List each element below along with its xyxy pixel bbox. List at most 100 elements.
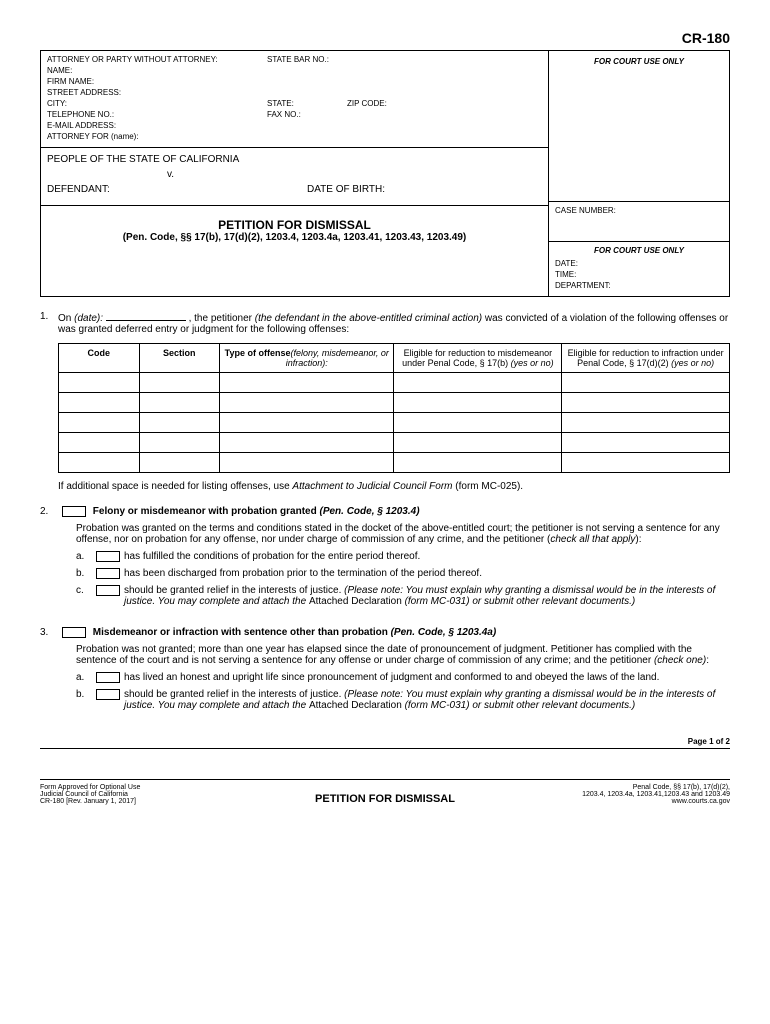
item-3-body-text: Probation was not granted; more than one… [76, 644, 730, 666]
item-2b: b. has been discharged from probation pr… [76, 568, 730, 579]
title-sub: (Pen. Code, §§ 17(b), 17(d)(2), 1203.4, … [47, 232, 542, 243]
footer: Form Approved for Optional Use Judicial … [40, 779, 730, 805]
form-number: CR-180 [40, 30, 730, 46]
item-3b-italic2: (form MC-031) or submit other relevant d… [405, 700, 636, 711]
th-code: Code [59, 344, 140, 373]
zip-label: ZIP CODE: [347, 99, 387, 108]
item-2: 2. Felony or misdemeanor with probation … [40, 506, 730, 613]
item-2-body-end: ): [635, 534, 641, 545]
item-2-title-italic: (Pen. Code, § 1203.4) [319, 506, 419, 517]
court-use-1: FOR COURT USE ONLY [549, 51, 729, 201]
table-row[interactable] [59, 433, 730, 453]
footer-left-2: Judicial Council of California [40, 791, 220, 798]
case-number-label: CASE NUMBER: [555, 206, 616, 215]
item-1: 1. On (date): , the petitioner (the defe… [40, 311, 730, 492]
date-label: DATE: [555, 259, 723, 268]
item-3: 3. Misdemeanor or infraction with senten… [40, 627, 730, 717]
state-bar-label: STATE BAR NO.: [267, 55, 329, 64]
th-misd-italic: (yes or no) [511, 358, 554, 368]
dept-label: DEPARTMENT: [555, 281, 723, 290]
court-use-2-heading: FOR COURT USE ONLY [555, 246, 723, 255]
th-type-italic: (felony, misdemeanor, or infraction): [286, 348, 389, 368]
city-label: CITY: [47, 99, 267, 108]
email-label: E-MAIL ADDRESS: [47, 121, 116, 130]
item-2a: a. has fulfilled the conditions of proba… [76, 551, 730, 562]
item-2a-text: has fulfilled the conditions of probatio… [124, 551, 730, 562]
item-2b-letter: b. [76, 568, 92, 579]
checkbox-2b[interactable] [96, 568, 120, 579]
footer-right-2: 1203.4, 1203.4a, 1203.41,1203.43 and 120… [550, 791, 730, 798]
item-3a-letter: a. [76, 672, 92, 683]
item-1-pet-italic: (the defendant in the above-entitled cri… [255, 313, 482, 324]
note-italic: Attachment to Judicial Council Form [292, 481, 452, 492]
attorney-for-label: ATTORNEY FOR (name): [47, 132, 139, 141]
item-1-date-italic: (date): [74, 313, 103, 324]
street-label: STREET ADDRESS: [47, 88, 121, 97]
table-row[interactable] [59, 393, 730, 413]
item-1-body: On (date): , the petitioner (the defenda… [58, 311, 730, 492]
body-content: 1. On (date): , the petitioner (the defe… [40, 311, 730, 717]
item-2c-italic2: (form MC-031) or submit other relevant d… [405, 596, 636, 607]
vs: v. [167, 169, 542, 180]
offenses-table: Code Section Type of offense(felony, mis… [58, 343, 730, 473]
firm-label: FIRM NAME: [47, 77, 94, 86]
checkbox-3a[interactable] [96, 672, 120, 683]
item-3a-text: has lived an honest and upright life sin… [124, 672, 730, 683]
th-infr: Eligible for reduction to infraction und… [562, 344, 730, 373]
item-2a-letter: a. [76, 551, 92, 562]
item-3b-body: should be granted relief in the interest… [124, 689, 730, 711]
checkbox-3[interactable] [62, 627, 86, 638]
item-3b: b. should be granted relief in the inter… [76, 689, 730, 711]
item-1-note: If additional space is needed for listin… [58, 481, 730, 492]
checkbox-2c[interactable] [96, 585, 120, 596]
checkbox-2a[interactable] [96, 551, 120, 562]
footer-left-3: CR-180 [Rev. January 1, 2017] [40, 798, 220, 805]
th-section: Section [139, 344, 220, 373]
item-3b-letter: b. [76, 689, 92, 711]
fax-label: FAX NO.: [267, 110, 301, 119]
case-number-box: CASE NUMBER: [549, 201, 729, 241]
footer-right: Penal Code, §§ 17(b), 17(d)(2), 1203.4, … [550, 784, 730, 805]
item-2c-body: should be granted relief in the interest… [124, 585, 730, 607]
tel-label: TELEPHONE NO.: [47, 110, 267, 119]
note-text: If additional space is needed for listin… [58, 481, 292, 492]
name-label: NAME: [47, 66, 72, 75]
note-end: (form MC-025). [455, 481, 523, 492]
footer-right-3: www.courts.ca.gov [550, 798, 730, 805]
defendant-label: DEFENDANT: [47, 184, 307, 195]
item-2c: c. should be granted relief in the inter… [76, 585, 730, 607]
item-2-body-italic: check all that apply [550, 534, 635, 545]
item-3-body-italic: (check one) [654, 655, 706, 666]
title-main: PETITION FOR DISMISSAL [47, 218, 542, 232]
item-3-title: Misdemeanor or infraction with sentence … [93, 627, 391, 638]
item-2c-plain: Attached Declaration [309, 596, 405, 607]
item-1-num: 1. [40, 311, 58, 492]
item-3-body-end: : [706, 655, 709, 666]
item-2-title: Felony or misdemeanor with probation gra… [93, 506, 320, 517]
item-1-mid: , the petitioner [189, 313, 255, 324]
checkbox-2[interactable] [62, 506, 86, 517]
item-2c-text: should be granted relief in the interest… [124, 585, 344, 596]
th-infr-italic: (yes or no) [671, 358, 714, 368]
header-left: ATTORNEY OR PARTY WITHOUT ATTORNEY: STAT… [41, 51, 549, 296]
item-1-prefix: On [58, 313, 74, 324]
item-2b-text: has been discharged from probation prior… [124, 568, 730, 579]
case-section: PEOPLE OF THE STATE OF CALIFORNIA v. DEF… [41, 147, 548, 205]
footer-left: Form Approved for Optional Use Judicial … [40, 784, 220, 805]
table-row[interactable] [59, 453, 730, 473]
footer-center: PETITION FOR DISMISSAL [220, 793, 550, 805]
item-3-title-italic: (Pen. Code, § 1203.4a) [391, 627, 497, 638]
table-row[interactable] [59, 373, 730, 393]
item-3b-plain: Attached Declaration [309, 700, 405, 711]
footer-left-1: Form Approved for Optional Use [40, 784, 220, 791]
footer-right-1: Penal Code, §§ 17(b), 17(d)(2), [550, 784, 730, 791]
date-blank[interactable] [106, 311, 186, 321]
th-type: Type of offense(felony, misdemeanor, or … [220, 344, 394, 373]
th-misd: Eligible for reduction to misdemeanor un… [394, 344, 562, 373]
page-number: Page 1 of 2 [40, 737, 730, 749]
state-label: STATE: [267, 99, 347, 108]
item-3-body-plain: Probation was not granted; more than one… [76, 644, 692, 666]
header-box: ATTORNEY OR PARTY WITHOUT ATTORNEY: STAT… [40, 50, 730, 297]
checkbox-3b[interactable] [96, 689, 120, 700]
table-row[interactable] [59, 413, 730, 433]
